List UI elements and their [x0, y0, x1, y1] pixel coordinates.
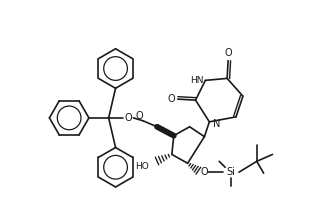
- Text: HN: HN: [190, 76, 203, 85]
- Text: O: O: [167, 94, 175, 104]
- Text: O: O: [224, 48, 232, 58]
- Text: O: O: [125, 113, 132, 123]
- Text: Si: Si: [227, 167, 236, 177]
- Text: HO: HO: [135, 162, 149, 171]
- Text: O: O: [201, 167, 208, 177]
- Text: N: N: [212, 119, 220, 129]
- Text: O: O: [135, 111, 143, 121]
